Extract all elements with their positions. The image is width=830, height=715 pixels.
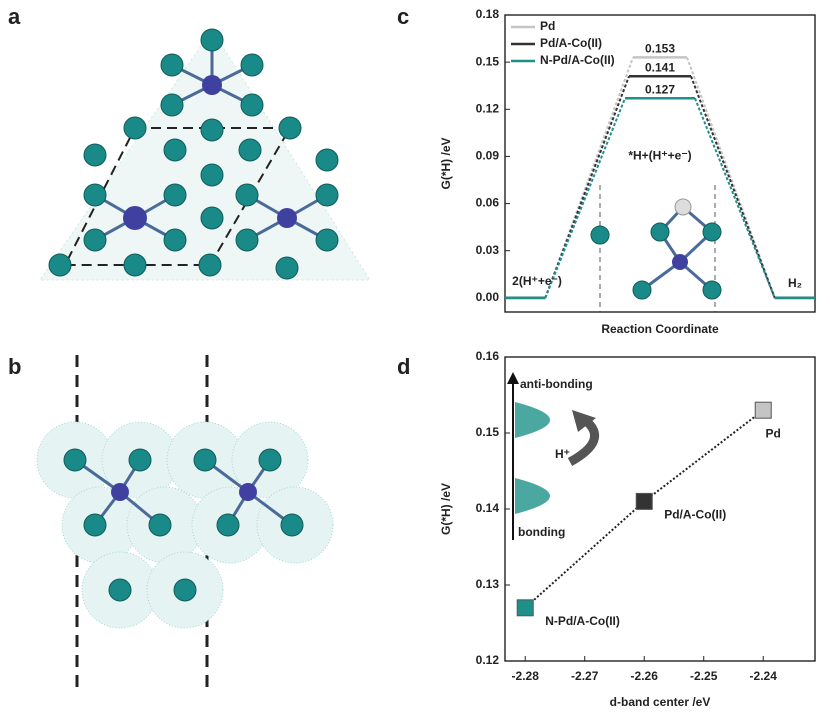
plot-frame	[504, 14, 816, 313]
legend-label: Pd/A-Co(II)	[540, 36, 602, 50]
y-tick-label: 0.16	[476, 349, 500, 363]
x-axis-label: Reaction Coordinate	[601, 322, 719, 336]
y-tick-label: 0.12	[476, 653, 500, 667]
y-tick-label: 0.03	[476, 243, 500, 257]
x-tick-label: -2.28	[512, 669, 540, 683]
y-tick-label: 0.14	[476, 501, 500, 515]
point-label: Pd	[766, 426, 781, 440]
inset-label: bonding	[518, 525, 565, 539]
panel-label: c	[397, 4, 409, 29]
point-label: N-Pd/A-Co(II)	[545, 614, 620, 628]
y-tick-label: 0.09	[476, 149, 500, 163]
value-label: 0.153	[645, 42, 675, 56]
y-tick-label: 0.12	[476, 101, 500, 115]
structure-b	[36, 355, 334, 690]
state-label: 2(H⁺+e⁻)	[512, 274, 562, 288]
inset-label: H⁺	[555, 447, 570, 461]
adsorption-model	[590, 185, 722, 312]
connector	[686, 57, 776, 299]
panel-label: d	[397, 354, 410, 379]
y-tick-label: 0.00	[476, 290, 500, 304]
state-label: H₂	[788, 276, 802, 290]
inset-diagram	[507, 372, 599, 540]
legend-label: N-Pd/A-Co(II)	[540, 53, 615, 67]
point	[754, 401, 772, 419]
x-tick-label: -2.26	[631, 669, 659, 683]
y-tick-label: 0.15	[476, 54, 500, 68]
y-axis-label: G(*H) /eV	[439, 137, 453, 189]
connector	[544, 97, 626, 299]
panel-label: a	[8, 4, 21, 29]
connector	[694, 97, 776, 299]
connector	[544, 75, 630, 299]
inset-label: anti-bonding	[520, 377, 593, 391]
x-tick-label: -2.27	[571, 669, 599, 683]
y-tick-label: 0.15	[476, 425, 500, 439]
structure-a	[39, 28, 371, 281]
y-tick-label: 0.06	[476, 196, 500, 210]
x-tick-label: -2.24	[750, 669, 778, 683]
y-tick-label: 0.13	[476, 577, 500, 591]
y-axis-label: G(*H) /eV	[439, 483, 453, 535]
point-label: Pd/A-Co(II)	[664, 508, 726, 522]
x-tick-label: -2.25	[690, 669, 718, 683]
point	[635, 492, 653, 510]
connector	[690, 75, 776, 299]
state-label: *H+(H⁺+e⁻)	[628, 149, 691, 163]
point	[516, 599, 534, 617]
connector	[544, 57, 634, 299]
trend-line	[524, 409, 764, 609]
y-tick-label: 0.18	[476, 7, 500, 21]
panel-label: b	[8, 354, 21, 379]
value-label: 0.127	[645, 82, 675, 96]
value-label: 0.141	[645, 60, 675, 74]
legend-label: Pd	[540, 19, 555, 33]
x-axis-label: d-band center /eV	[610, 695, 711, 709]
